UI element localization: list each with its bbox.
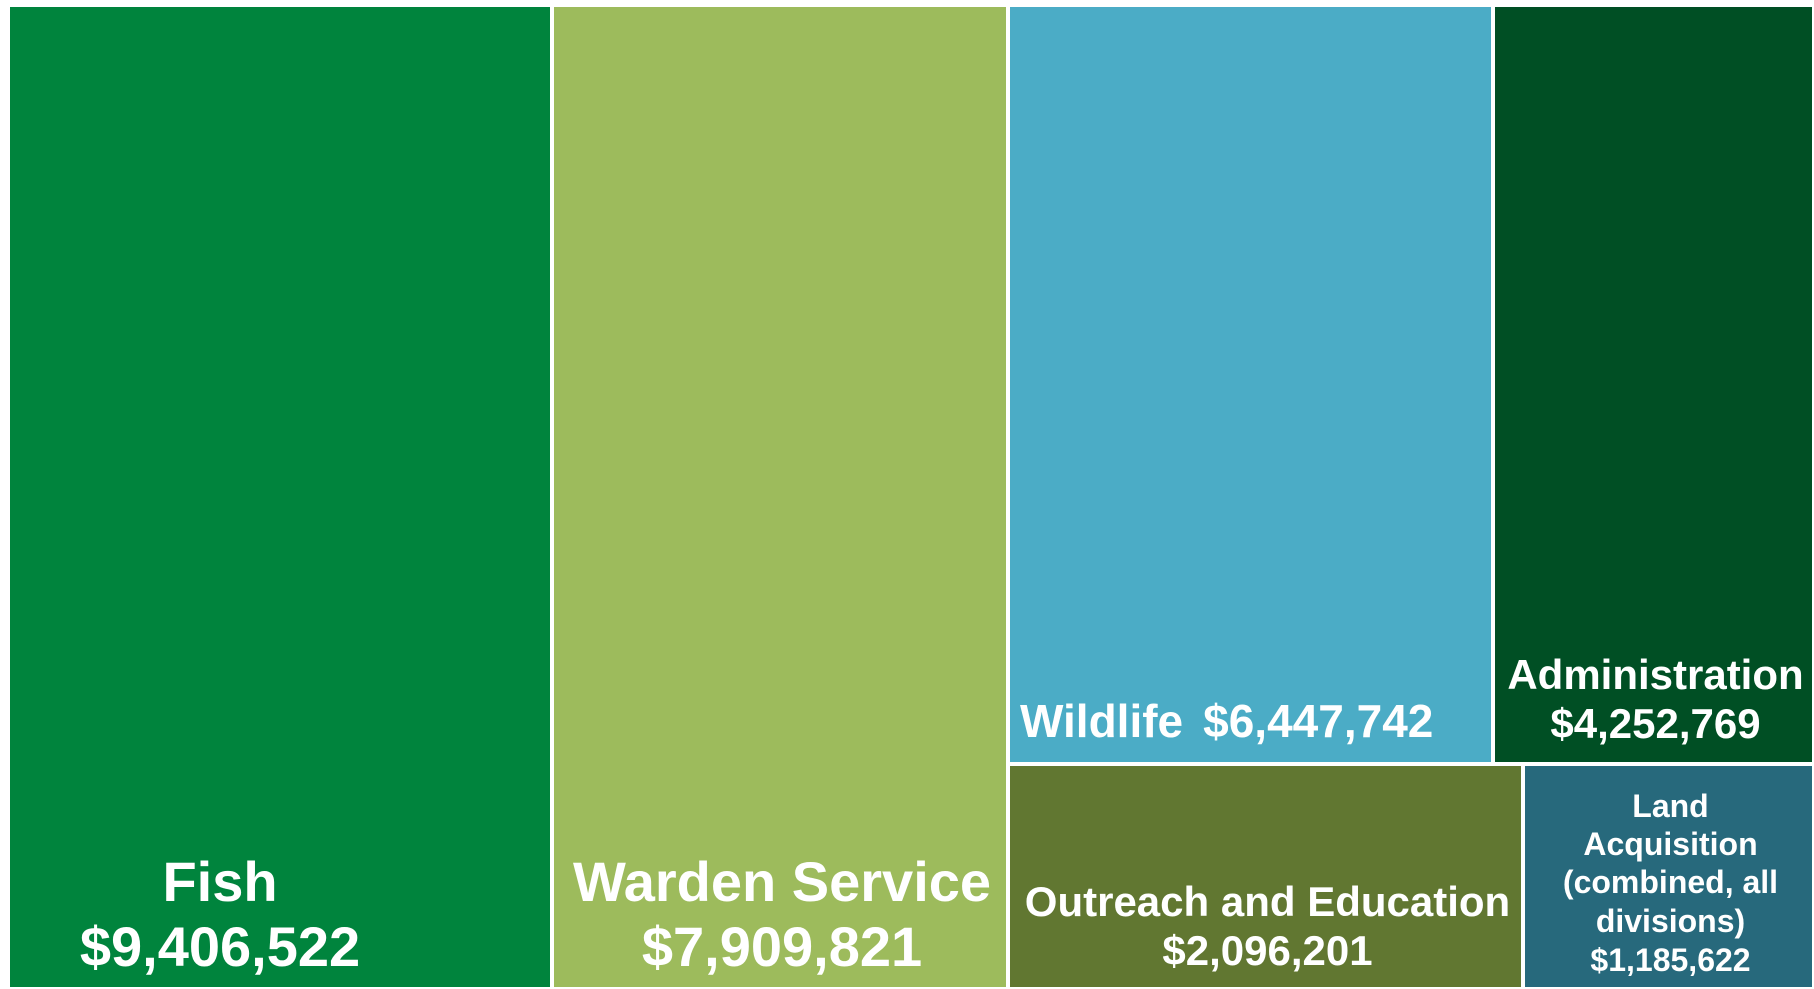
tile-category-label: Outreach and Education [1024, 878, 1511, 926]
tile-label: Land Acquisition (combined, all division… [1525, 787, 1812, 979]
tile-category-label: Wildlife [1020, 695, 1184, 748]
treemap-tile: Warden Service $7,909,821 [552, 5, 1008, 989]
treemap-tile: Land Acquisition (combined, all division… [1523, 764, 1814, 989]
tile-value-label: $4,252,769 [1550, 699, 1761, 747]
tile-category-label: Administration [1507, 651, 1804, 699]
tile-value-label: $7,909,821 [641, 914, 923, 978]
treemap-tile: Outreach and Education $2,096,201 [1008, 764, 1523, 989]
tile-value-label: $1,185,622 [1590, 942, 1751, 979]
tile-value-label: $2,096,201 [1162, 926, 1373, 974]
treemap-tile: Fish $9,406,522 [8, 5, 552, 989]
tile-value-label: $9,406,522 [79, 914, 361, 978]
tile-category-label: Warden Service [572, 850, 992, 914]
tile-label: Wildlife $6,447,742 [1020, 695, 1490, 748]
treemap-tile: Wildlife $6,447,742 [1008, 5, 1493, 764]
tile-label: Warden Service $7,909,821 [554, 850, 1006, 979]
tile-label: Outreach and Education $2,096,201 [1010, 878, 1521, 975]
treemap-tile: Administration $4,252,769 [1493, 5, 1814, 764]
tile-label: Administration $4,252,769 [1495, 651, 1812, 748]
tile-category-label: Land Acquisition (combined, all division… [1562, 787, 1779, 939]
tile-value-label: $6,447,742 [1203, 695, 1434, 748]
tile-label: Fish $9,406,522 [30, 850, 410, 979]
tile-category-label: Fish [162, 850, 278, 914]
